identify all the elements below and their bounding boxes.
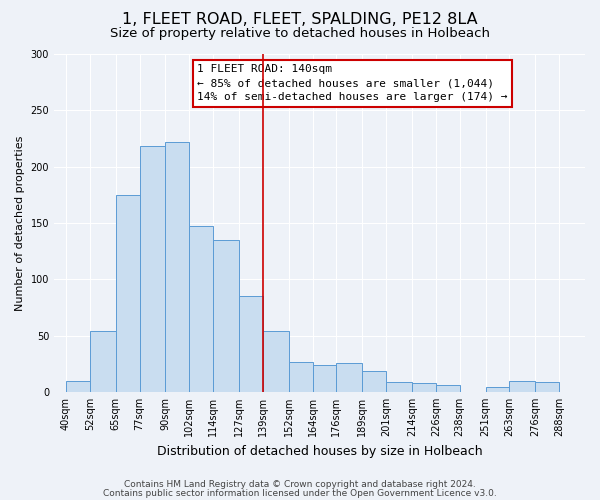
- Text: 1 FLEET ROAD: 140sqm
← 85% of detached houses are smaller (1,044)
14% of semi-de: 1 FLEET ROAD: 140sqm ← 85% of detached h…: [197, 64, 508, 102]
- Bar: [263, 331, 289, 392]
- Bar: [386, 382, 412, 392]
- Bar: [239, 296, 263, 392]
- Bar: [337, 362, 362, 392]
- Bar: [116, 195, 140, 392]
- Text: 1, FLEET ROAD, FLEET, SPALDING, PE12 8LA: 1, FLEET ROAD, FLEET, SPALDING, PE12 8LA: [122, 12, 478, 28]
- Bar: [436, 385, 460, 392]
- Text: Size of property relative to detached houses in Holbeach: Size of property relative to detached ho…: [110, 28, 490, 40]
- Bar: [213, 240, 239, 392]
- Bar: [362, 370, 386, 392]
- Bar: [313, 365, 337, 392]
- Bar: [535, 382, 559, 392]
- Bar: [166, 142, 189, 392]
- Bar: [189, 226, 213, 392]
- Bar: [66, 380, 90, 392]
- Bar: [412, 383, 436, 392]
- Text: Contains public sector information licensed under the Open Government Licence v3: Contains public sector information licen…: [103, 488, 497, 498]
- Bar: [140, 146, 166, 392]
- Bar: [509, 380, 535, 392]
- Text: Contains HM Land Registry data © Crown copyright and database right 2024.: Contains HM Land Registry data © Crown c…: [124, 480, 476, 489]
- X-axis label: Distribution of detached houses by size in Holbeach: Distribution of detached houses by size …: [157, 444, 482, 458]
- Bar: [90, 331, 116, 392]
- Bar: [485, 388, 509, 392]
- Y-axis label: Number of detached properties: Number of detached properties: [15, 136, 25, 310]
- Bar: [289, 362, 313, 392]
